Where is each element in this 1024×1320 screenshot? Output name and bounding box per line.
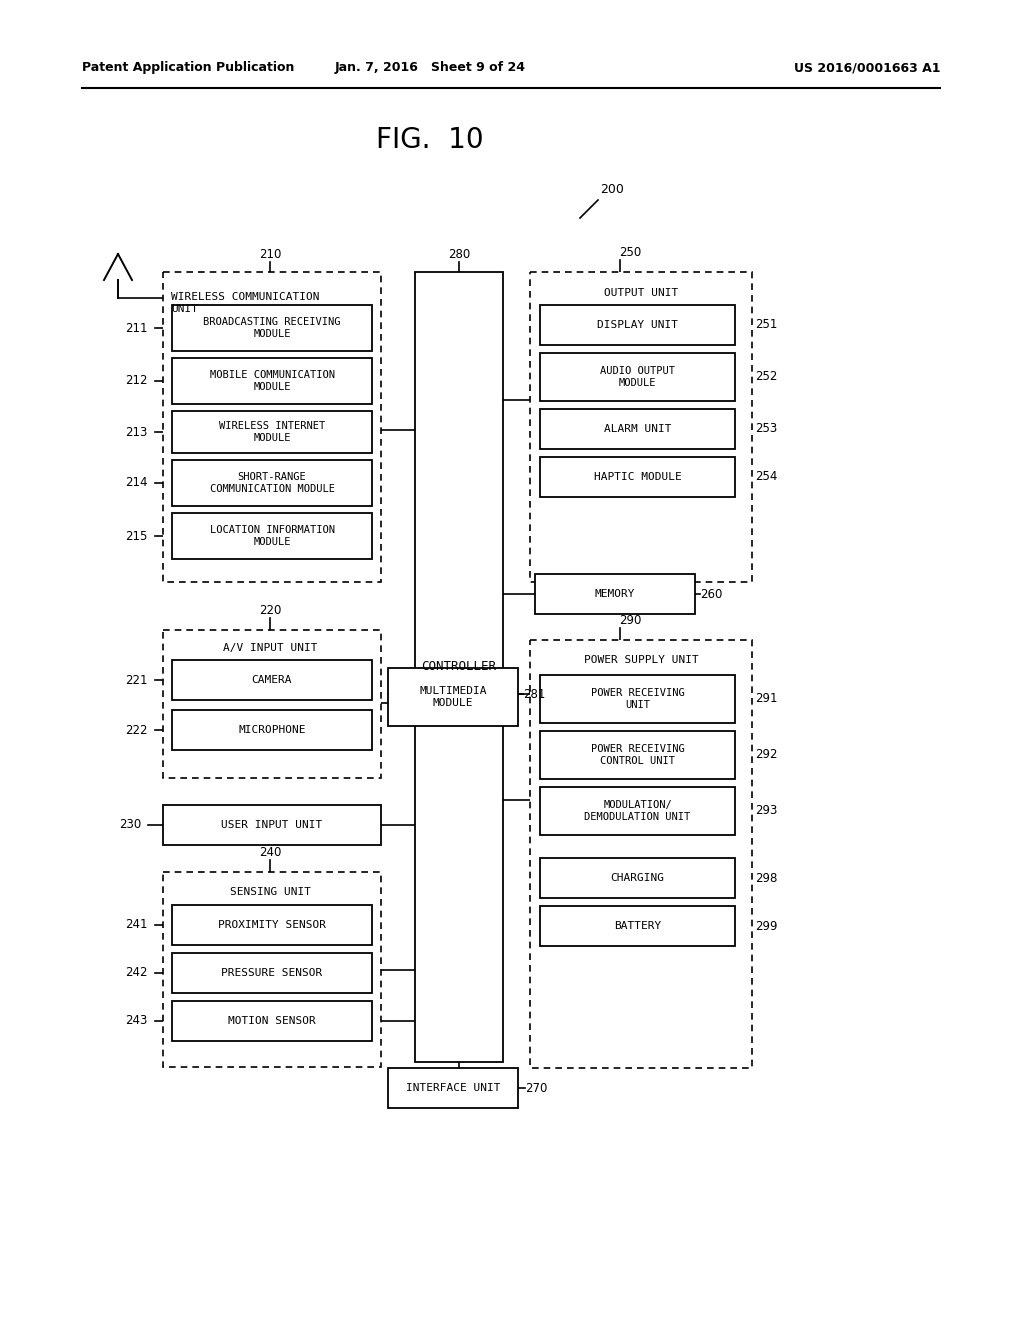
Text: 281: 281 xyxy=(523,688,546,701)
Text: MICROPHONE: MICROPHONE xyxy=(239,725,306,735)
Text: CAMERA: CAMERA xyxy=(252,675,292,685)
Bar xyxy=(172,660,372,700)
Text: 242: 242 xyxy=(126,966,148,979)
Text: 270: 270 xyxy=(525,1081,548,1094)
Text: 213: 213 xyxy=(126,425,148,438)
Bar xyxy=(540,731,735,779)
Text: LOCATION INFORMATION
MODULE: LOCATION INFORMATION MODULE xyxy=(210,525,335,546)
Bar xyxy=(388,1068,518,1107)
Bar xyxy=(415,272,503,1063)
Text: 251: 251 xyxy=(755,318,777,331)
Text: Jan. 7, 2016   Sheet 9 of 24: Jan. 7, 2016 Sheet 9 of 24 xyxy=(335,62,525,74)
Text: 220: 220 xyxy=(259,603,282,616)
Text: 243: 243 xyxy=(126,1015,148,1027)
Text: WIRELESS COMMUNICATION
UNIT: WIRELESS COMMUNICATION UNIT xyxy=(171,292,319,314)
Text: 215: 215 xyxy=(126,529,148,543)
Text: SENSING UNIT: SENSING UNIT xyxy=(229,887,310,898)
Bar xyxy=(540,409,735,449)
Text: 222: 222 xyxy=(126,723,148,737)
Text: PROXIMITY SENSOR: PROXIMITY SENSOR xyxy=(218,920,326,931)
Text: USER INPUT UNIT: USER INPUT UNIT xyxy=(221,820,323,830)
Text: HAPTIC MODULE: HAPTIC MODULE xyxy=(594,473,681,482)
Text: 230: 230 xyxy=(119,818,141,832)
Text: 250: 250 xyxy=(618,246,641,259)
Text: 240: 240 xyxy=(259,846,282,858)
Bar xyxy=(535,574,695,614)
Text: MOBILE COMMUNICATION
MODULE: MOBILE COMMUNICATION MODULE xyxy=(210,370,335,392)
Text: ALARM UNIT: ALARM UNIT xyxy=(604,424,672,434)
Text: MODULATION/
DEMODULATION UNIT: MODULATION/ DEMODULATION UNIT xyxy=(585,800,690,822)
Bar xyxy=(172,906,372,945)
Text: 214: 214 xyxy=(126,477,148,490)
Text: MOTION SENSOR: MOTION SENSOR xyxy=(228,1016,315,1026)
Text: 293: 293 xyxy=(755,804,777,817)
Text: 290: 290 xyxy=(618,614,641,627)
Text: 254: 254 xyxy=(755,470,777,483)
Bar xyxy=(163,873,381,1067)
Text: 299: 299 xyxy=(755,920,777,932)
Bar xyxy=(172,710,372,750)
Bar xyxy=(540,675,735,723)
Bar xyxy=(540,457,735,498)
Text: 221: 221 xyxy=(126,673,148,686)
Text: 200: 200 xyxy=(600,183,624,195)
Text: BATTERY: BATTERY xyxy=(613,921,662,931)
Text: CONTROLLER: CONTROLLER xyxy=(422,660,497,673)
Text: POWER SUPPLY UNIT: POWER SUPPLY UNIT xyxy=(584,655,698,665)
Text: FIG.  10: FIG. 10 xyxy=(376,125,483,154)
Bar xyxy=(388,668,518,726)
Bar xyxy=(172,411,372,453)
Bar xyxy=(172,1001,372,1041)
Text: 298: 298 xyxy=(755,871,777,884)
Bar xyxy=(172,305,372,351)
Bar xyxy=(172,513,372,558)
Bar xyxy=(540,305,735,345)
Text: US 2016/0001663 A1: US 2016/0001663 A1 xyxy=(794,62,940,74)
Bar xyxy=(540,787,735,836)
Text: OUTPUT UNIT: OUTPUT UNIT xyxy=(604,288,678,298)
Text: A/V INPUT UNIT: A/V INPUT UNIT xyxy=(223,643,317,653)
Bar xyxy=(530,272,752,582)
Text: 241: 241 xyxy=(126,919,148,932)
Text: CHARGING: CHARGING xyxy=(610,873,665,883)
Bar xyxy=(163,272,381,582)
Text: Patent Application Publication: Patent Application Publication xyxy=(82,62,294,74)
Text: POWER RECEIVING
UNIT: POWER RECEIVING UNIT xyxy=(591,688,684,710)
Text: PRESSURE SENSOR: PRESSURE SENSOR xyxy=(221,968,323,978)
Text: INTERFACE UNIT: INTERFACE UNIT xyxy=(406,1082,501,1093)
Bar xyxy=(163,630,381,777)
Bar xyxy=(540,858,735,898)
Text: MULTIMEDIA
MODULE: MULTIMEDIA MODULE xyxy=(419,686,486,708)
Text: 252: 252 xyxy=(755,371,777,384)
Bar xyxy=(172,459,372,506)
Text: 280: 280 xyxy=(447,248,470,261)
Text: 260: 260 xyxy=(700,587,722,601)
Text: WIRELESS INTERNET
MODULE: WIRELESS INTERNET MODULE xyxy=(219,421,326,442)
Text: 212: 212 xyxy=(126,375,148,388)
Text: 253: 253 xyxy=(755,422,777,436)
Bar xyxy=(172,358,372,404)
Text: SHORT-RANGE
COMMUNICATION MODULE: SHORT-RANGE COMMUNICATION MODULE xyxy=(210,473,335,494)
Text: 210: 210 xyxy=(259,248,282,261)
Text: AUDIO OUTPUT
MODULE: AUDIO OUTPUT MODULE xyxy=(600,366,675,388)
Text: 292: 292 xyxy=(755,748,777,762)
Bar xyxy=(163,805,381,845)
Text: 291: 291 xyxy=(755,693,777,705)
Text: POWER RECEIVING
CONTROL UNIT: POWER RECEIVING CONTROL UNIT xyxy=(591,744,684,766)
Bar xyxy=(172,953,372,993)
Text: 211: 211 xyxy=(126,322,148,334)
Bar xyxy=(540,906,735,946)
Text: MEMORY: MEMORY xyxy=(595,589,635,599)
Bar xyxy=(530,640,752,1068)
Bar xyxy=(540,352,735,401)
Text: BROADCASTING RECEIVING
MODULE: BROADCASTING RECEIVING MODULE xyxy=(203,317,341,339)
Text: DISPLAY UNIT: DISPLAY UNIT xyxy=(597,319,678,330)
